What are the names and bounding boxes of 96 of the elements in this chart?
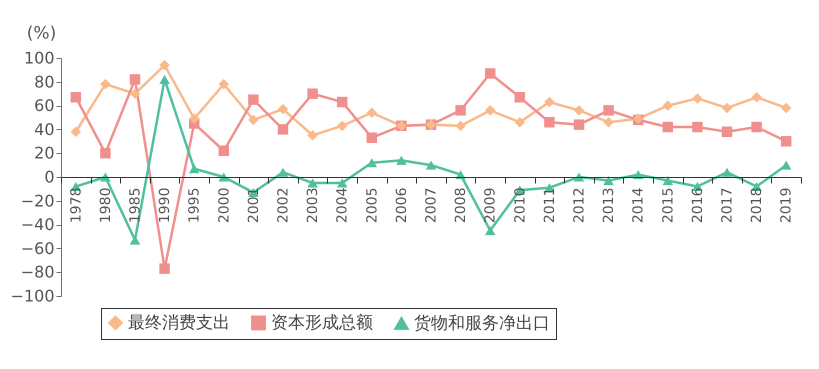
x-tick-label: 2019 [778, 188, 795, 224]
point [366, 107, 378, 118]
x-tick-label: 2003 [305, 188, 322, 224]
y-tick-label: −20 [20, 191, 54, 210]
x-tick-label: 2006 [394, 187, 410, 224]
point [426, 160, 436, 170]
x-tick-label: 2002 [276, 188, 292, 224]
x-tick-label: 2018 [749, 188, 766, 224]
point [70, 92, 82, 103]
point [662, 176, 674, 186]
y-tick-label: −60 [20, 238, 54, 258]
legend-label: 货物和服务净出口 [414, 313, 550, 334]
x-tick-label: 2007 [424, 188, 440, 224]
point [159, 60, 170, 70]
y-tick-label: −100 [10, 286, 54, 306]
point [455, 120, 466, 132]
point [188, 164, 200, 174]
point [484, 68, 496, 79]
x-tick-label: 2014 [630, 187, 647, 224]
point [130, 88, 140, 99]
x-tick-label: 2004 [334, 187, 351, 224]
point [780, 136, 792, 147]
point [544, 96, 555, 108]
point [307, 88, 318, 99]
legend-label: 资本形成总额 [271, 312, 373, 333]
y-axis-title: (%) [26, 24, 56, 44]
point [780, 102, 792, 114]
y-tick-label: 100 [24, 48, 54, 68]
point [751, 92, 762, 103]
x-tick-label: 2005 [364, 188, 380, 224]
point [603, 176, 614, 186]
point [218, 78, 230, 90]
x-tick-label: 2015 [660, 188, 676, 224]
point [662, 100, 674, 111]
x-tick-label: 1978 [68, 188, 84, 224]
legend-label: 最终消费支出 [128, 312, 230, 333]
point [307, 178, 318, 188]
point [722, 126, 732, 138]
point [722, 102, 732, 114]
x-tick-label: 2010 [512, 188, 528, 224]
x-tick-label: 2008 [453, 188, 470, 224]
point [70, 126, 82, 138]
x-tick-label: 2012 [572, 188, 588, 224]
x-tick-label: 2001 [246, 188, 262, 224]
point [751, 122, 762, 132]
point [603, 105, 614, 116]
point [366, 158, 378, 168]
point [278, 124, 288, 135]
y-tick-label: 60 [34, 96, 54, 116]
point [130, 74, 140, 85]
point [307, 130, 318, 141]
x-tick-label: 2017 [720, 188, 736, 224]
y-tick-label: 20 [34, 144, 54, 163]
point [574, 105, 584, 116]
point [366, 132, 378, 143]
y-tick-label: −80 [20, 262, 54, 282]
y-tick-label: 0 [44, 168, 54, 186]
point [100, 148, 111, 158]
point [248, 114, 259, 126]
point [484, 105, 496, 116]
point [100, 78, 111, 90]
point [514, 117, 526, 128]
point [692, 93, 703, 104]
point [278, 168, 288, 177]
point [484, 226, 496, 236]
x-tick-label: 2013 [601, 188, 618, 224]
point [336, 96, 348, 108]
point [278, 104, 288, 114]
point [336, 120, 348, 132]
x-tick-label: 1990 [157, 188, 174, 224]
point [336, 178, 348, 188]
point [662, 122, 674, 132]
point [722, 168, 732, 177]
point [455, 105, 466, 116]
point [396, 156, 407, 165]
point [218, 146, 230, 156]
x-tick-label: 1985 [128, 188, 144, 224]
point [188, 113, 200, 124]
point [780, 160, 792, 170]
y-tick-label: 80 [34, 72, 54, 92]
x-tick-label: 2016 [690, 187, 706, 224]
point [574, 119, 584, 130]
point [544, 117, 555, 128]
y-tick-label: −40 [20, 215, 54, 234]
point [248, 94, 259, 105]
point [159, 74, 170, 84]
point [692, 122, 703, 132]
x-tick-label: 2000 [216, 188, 232, 224]
point [159, 263, 170, 274]
point [603, 117, 614, 128]
x-tick-label: 2011 [542, 188, 558, 224]
x-tick-label: 2009 [482, 188, 499, 224]
y-tick-label: 40 [34, 120, 54, 139]
x-tick-label: 1980 [98, 188, 114, 224]
x-tick-label: 1995 [186, 188, 203, 224]
point [514, 92, 526, 103]
